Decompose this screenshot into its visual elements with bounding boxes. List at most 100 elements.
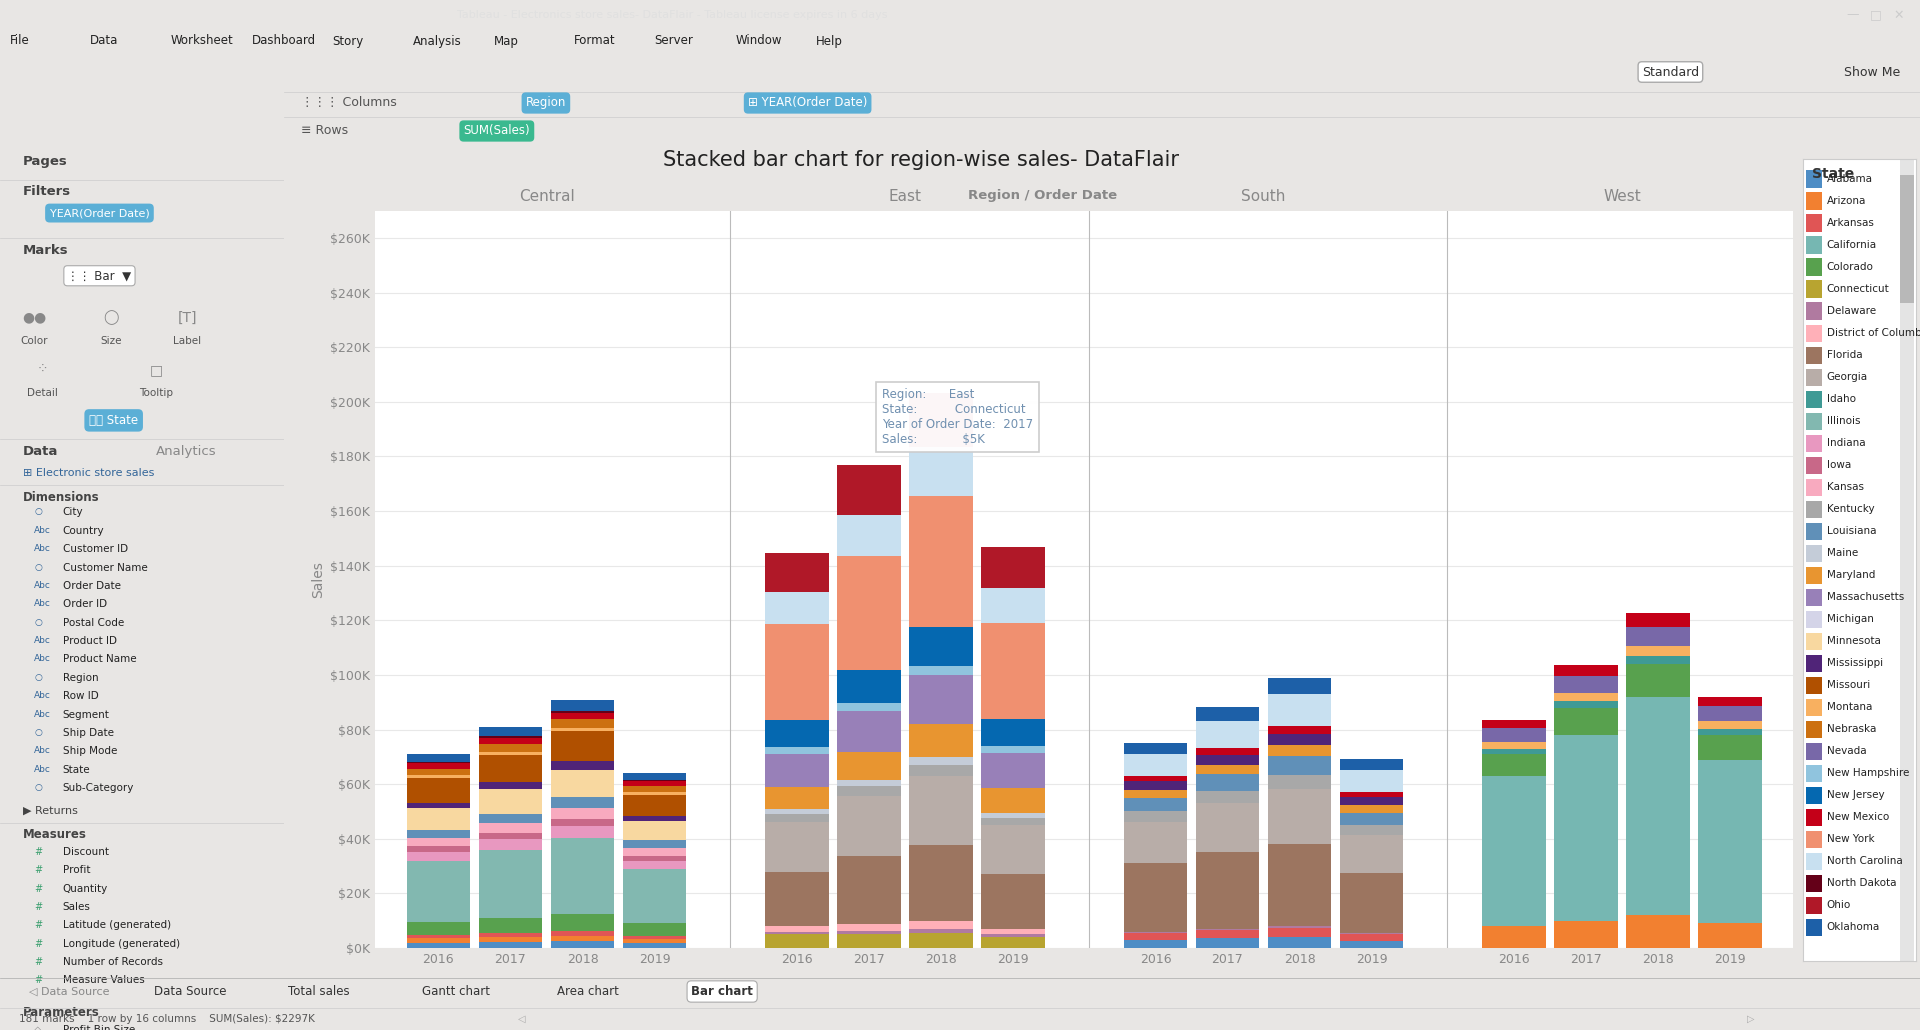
Bar (1699, 759, 1763, 924)
Bar (1196, 775, 1260, 791)
Bar (551, 935, 614, 941)
Text: Oklahoma: Oklahoma (1826, 922, 1880, 932)
Text: Segment: Segment (63, 710, 109, 720)
Bar (1123, 798, 1187, 812)
Text: Longitude (generated): Longitude (generated) (63, 938, 180, 949)
Text: Michigan: Michigan (1826, 614, 1874, 624)
Bar (837, 796, 900, 856)
Bar (1807, 655, 1822, 673)
Bar (1267, 844, 1331, 926)
Text: City: City (63, 508, 83, 517)
Bar (407, 938, 470, 942)
Bar (407, 935, 470, 938)
Text: ▷: ▷ (1747, 1014, 1755, 1024)
Text: Measures: Measures (23, 828, 86, 842)
Text: Format: Format (574, 34, 616, 47)
Bar (551, 731, 614, 761)
Text: Connecticut: Connecticut (1826, 284, 1889, 294)
Text: Gantt chart: Gantt chart (422, 985, 490, 998)
Text: #: # (35, 847, 42, 857)
Text: Product ID: Product ID (63, 637, 117, 646)
Bar (837, 931, 900, 934)
Bar (1267, 928, 1331, 937)
Bar (1267, 746, 1331, 756)
Text: Marks: Marks (23, 244, 69, 258)
Bar (1340, 769, 1404, 791)
Bar (407, 802, 470, 809)
Text: Pages: Pages (23, 154, 67, 168)
Text: Maryland: Maryland (1826, 570, 1876, 580)
Text: ≡ Rows: ≡ Rows (301, 125, 348, 137)
Text: ▶ Returns: ▶ Returns (23, 805, 77, 816)
Text: Filters: Filters (23, 185, 71, 199)
Bar (1340, 941, 1404, 948)
Text: Total sales: Total sales (288, 985, 349, 998)
Bar (910, 933, 973, 948)
Bar (1807, 214, 1822, 232)
Text: New Jersey: New Jersey (1826, 790, 1884, 800)
Bar (1807, 764, 1822, 783)
Text: ⁘: ⁘ (36, 364, 48, 377)
Bar (1267, 789, 1331, 844)
Bar (1555, 735, 1619, 921)
Text: Size: Size (100, 336, 121, 346)
Bar (766, 754, 829, 787)
Bar (1626, 696, 1690, 916)
Bar (1699, 735, 1763, 759)
Bar (407, 847, 470, 852)
Bar (1807, 698, 1822, 716)
Text: Mississippi: Mississippi (1826, 658, 1884, 668)
Bar (981, 788, 1044, 813)
Bar (1555, 921, 1619, 948)
Text: Illinois: Illinois (1826, 416, 1860, 426)
Bar (1807, 522, 1822, 541)
Bar (1807, 743, 1822, 760)
Text: Massachusetts: Massachusetts (1826, 592, 1905, 602)
Text: Detail: Detail (27, 388, 58, 398)
Bar (407, 778, 470, 802)
Bar (622, 924, 685, 935)
Text: Tableau - Electronics store sales- DataFlair - Tableau license expires in 6 days: Tableau - Electronics store sales- DataF… (457, 10, 887, 20)
Text: #: # (35, 957, 42, 967)
Bar (478, 942, 541, 948)
Bar (551, 819, 614, 826)
Bar (1699, 729, 1763, 735)
Bar (478, 833, 541, 838)
Text: Region:      East
State:          Connecticut
Year of Order Date:  2017
Sales:  : Region: East State: Connecticut Year of … (881, 388, 1033, 446)
Bar (1626, 656, 1690, 664)
Text: Discount: Discount (63, 847, 109, 857)
Bar (1482, 926, 1546, 948)
Text: Color: Color (21, 336, 48, 346)
Bar (981, 929, 1044, 934)
Bar (622, 817, 685, 821)
Bar (478, 933, 541, 937)
Bar (1123, 812, 1187, 822)
Text: Row ID: Row ID (63, 691, 98, 701)
Bar (837, 786, 900, 796)
Bar (478, 850, 541, 918)
Bar (551, 711, 614, 713)
Text: Profit: Profit (63, 865, 90, 875)
Bar (981, 813, 1044, 818)
Bar (407, 861, 470, 922)
Bar (622, 869, 685, 924)
Text: Colorado: Colorado (1826, 262, 1874, 272)
Text: Dimensions: Dimensions (23, 490, 100, 504)
Bar (407, 922, 470, 935)
Bar (837, 712, 900, 752)
Text: Idaho: Idaho (1826, 393, 1855, 404)
Bar (1267, 679, 1331, 693)
Bar (1807, 435, 1822, 452)
Text: Country: Country (63, 525, 104, 536)
Bar (1196, 930, 1260, 938)
Bar (1196, 929, 1260, 930)
Text: #: # (35, 938, 42, 949)
Text: New Mexico: New Mexico (1826, 813, 1889, 822)
Text: Abc: Abc (35, 599, 52, 609)
Text: ⊞ YEAR(Order Date): ⊞ YEAR(Order Date) (749, 97, 868, 109)
Bar (981, 825, 1044, 874)
Bar (837, 856, 900, 924)
Text: Abc: Abc (35, 710, 52, 719)
Bar (1626, 627, 1690, 646)
Bar (1807, 346, 1822, 365)
